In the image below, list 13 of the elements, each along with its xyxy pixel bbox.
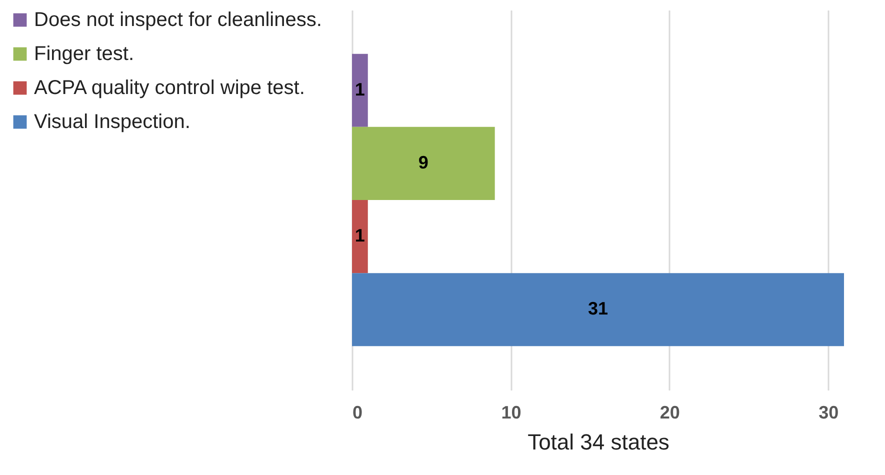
data-label: 1 (354, 79, 365, 100)
x-tick-label: 10 (501, 402, 522, 422)
x-axis-title: Total 34 states (528, 430, 670, 454)
legend-label: Finger test. (34, 43, 134, 65)
data-label: 31 (588, 298, 608, 319)
x-tick-label: 0 (352, 402, 363, 422)
legend-label: Visual Inspection. (34, 111, 190, 133)
data-label: 9 (418, 152, 428, 172)
data-label: 1 (354, 226, 365, 246)
legend-label: Does not inspect for cleanliness. (34, 9, 322, 31)
x-tick-label: 30 (818, 402, 839, 422)
legend-label: ACPA quality control wipe test. (34, 77, 305, 99)
x-tick-label: 20 (660, 402, 680, 422)
